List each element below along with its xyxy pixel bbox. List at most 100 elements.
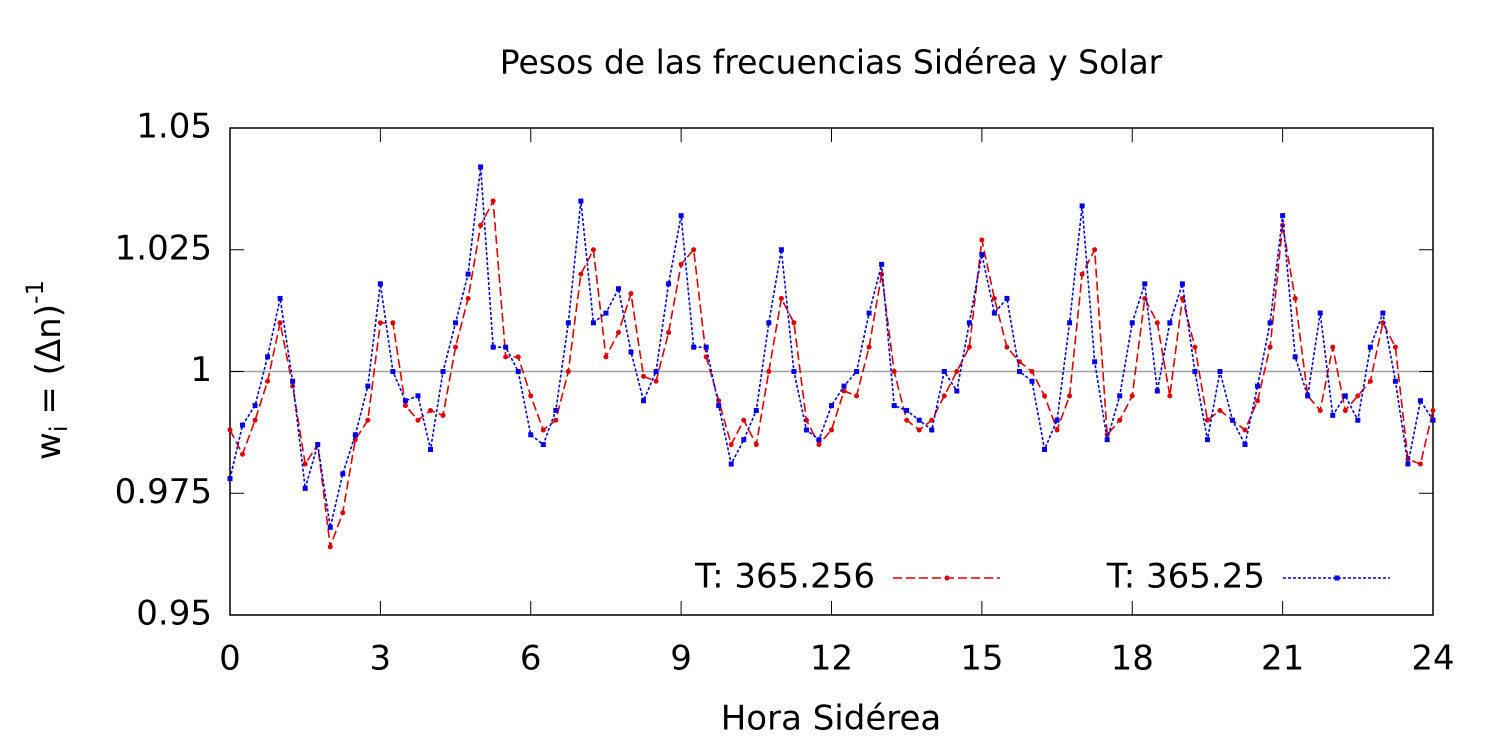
data-point [390, 369, 396, 374]
legend-label: T: 365.25 [1106, 557, 1265, 597]
data-point [916, 427, 922, 433]
series-line [229, 166, 1434, 528]
data-point [753, 407, 759, 413]
data-point [515, 354, 521, 360]
data-point [1154, 320, 1160, 326]
data-point [478, 222, 484, 228]
data-point [954, 388, 960, 394]
data-point [891, 369, 897, 374]
data-point [465, 295, 471, 301]
data-point [778, 247, 784, 253]
data-point [1267, 344, 1273, 350]
data-point [641, 398, 647, 404]
data-point [1417, 461, 1423, 467]
data-point [954, 369, 960, 374]
x-axis-label: Hora Sidérea [721, 699, 942, 739]
data-point [854, 369, 860, 374]
data-point [641, 373, 647, 379]
data-point [1217, 407, 1223, 413]
data-point [1167, 393, 1173, 399]
data-point [1280, 213, 1286, 219]
data-point [415, 393, 421, 399]
data-point [1330, 412, 1336, 418]
data-point [265, 378, 271, 384]
data-point [1430, 407, 1436, 413]
data-point [691, 344, 697, 350]
data-point [1392, 344, 1398, 350]
data-point [1255, 398, 1261, 404]
y-label-sup: -1 [21, 280, 49, 304]
data-point [691, 247, 697, 253]
x-tick-label: 15 [960, 639, 1003, 679]
data-point [678, 261, 684, 267]
data-point [816, 442, 822, 448]
data-point [365, 417, 371, 423]
data-point [578, 271, 584, 277]
data-point [728, 442, 734, 448]
x-tick-label: 9 [670, 639, 692, 679]
data-point [803, 427, 809, 433]
data-point [941, 393, 947, 399]
data-point [866, 310, 872, 316]
data-point [716, 403, 722, 409]
data-point [628, 291, 634, 297]
data-point [666, 281, 672, 287]
data-point [1042, 446, 1048, 452]
data-point [1104, 437, 1110, 443]
data-point [841, 383, 847, 389]
legend-label: T: 365.256 [694, 557, 875, 597]
y-tick-label: 1 [190, 350, 212, 390]
data-point [916, 417, 922, 423]
x-tick-label: 21 [1261, 639, 1304, 679]
data-point [1367, 344, 1373, 350]
data-point [528, 393, 534, 399]
data-point [1179, 281, 1185, 287]
data-point [1392, 378, 1398, 384]
data-point [565, 369, 571, 374]
data-point [515, 369, 521, 374]
data-point [365, 383, 371, 389]
data-point [453, 344, 459, 350]
data-point [590, 247, 596, 253]
data-point [1330, 344, 1336, 350]
data-point [1142, 281, 1148, 287]
data-point [1355, 393, 1361, 399]
data-point [791, 320, 797, 326]
data-point [728, 461, 734, 467]
data-point [991, 310, 997, 316]
data-point [1417, 398, 1423, 404]
data-point [966, 320, 972, 326]
data-point [1230, 417, 1235, 423]
data-point [1092, 359, 1098, 365]
data-point [265, 354, 271, 360]
data-point [277, 320, 283, 326]
data-point [1355, 417, 1361, 423]
data-point [1242, 442, 1248, 448]
data-point [1405, 461, 1411, 467]
data-point [816, 437, 822, 443]
data-point [1380, 310, 1386, 316]
data-point [540, 427, 546, 433]
series-line [229, 198, 1434, 548]
data-point [553, 407, 559, 413]
data-point [1192, 344, 1198, 350]
data-point [653, 369, 659, 374]
x-tick-label: 0 [219, 639, 241, 679]
y-tick-label: 1.05 [136, 107, 212, 147]
data-point [440, 369, 446, 374]
data-point [428, 407, 433, 413]
data-point [991, 295, 997, 301]
data-point [1342, 393, 1348, 399]
data-point [465, 271, 471, 277]
y-label-mid: = (Δn) [29, 304, 69, 425]
data-point [979, 252, 985, 258]
data-point [1092, 247, 1098, 253]
data-point [1342, 407, 1348, 413]
data-point [603, 310, 609, 316]
data-point [666, 330, 672, 336]
legend-marker [944, 575, 950, 581]
data-point [415, 417, 421, 423]
data-point [741, 437, 747, 443]
data-point [377, 281, 383, 287]
data-point [603, 354, 609, 360]
